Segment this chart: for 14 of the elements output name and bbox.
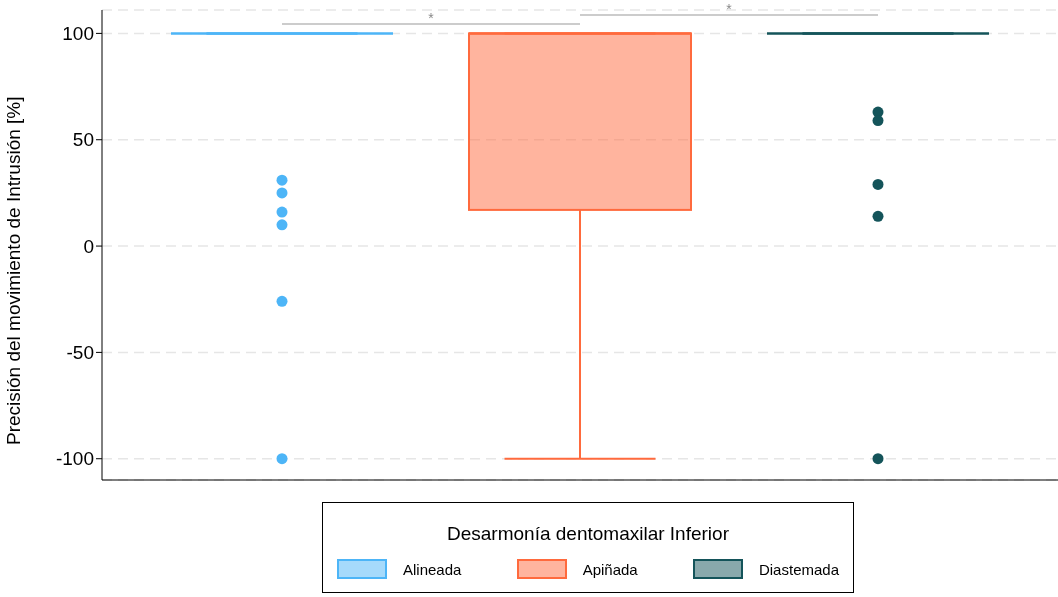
y-tick-label: 0 [83,235,94,257]
y-axis-title: Precisión del movimiento de Intrusión [%] [2,96,24,445]
annotation: * [726,1,733,17]
y-tick-label: -50 [66,342,94,364]
y-tick-label: 50 [72,129,94,151]
y-tick-label: 100 [62,23,94,45]
legend-label: Apiñada [582,560,638,578]
legend-title: Desarmonía dentomaxilar Inferior [446,523,730,545]
significance-bracket: * [580,1,878,16]
y-tick-label: -100 [55,448,94,470]
legend-label: Alineada [403,560,462,578]
significance-bracket: * [282,10,580,25]
annotation: * [428,10,435,26]
legend-label: Diastemada [758,560,839,578]
